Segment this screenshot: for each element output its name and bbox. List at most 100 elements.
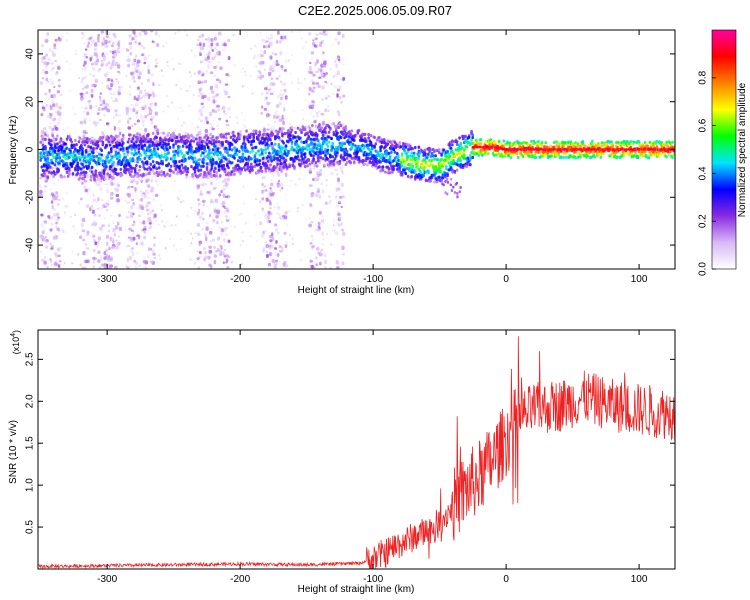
spectrogram-cell [81, 182, 84, 186]
spectrogram-cell [133, 105, 136, 108]
spectrogram-cell [331, 141, 334, 145]
spectrogram-cell [143, 100, 146, 104]
spectrogram-cell [113, 265, 118, 269]
spectrogram-cell [64, 157, 68, 161]
spectrogram-cell [143, 156, 147, 161]
spectrogram-cell [338, 161, 342, 165]
spectrogram-cell [58, 116, 62, 122]
spectrogram-cell [455, 142, 459, 146]
spectrogram-cell [341, 170, 344, 173]
spectrogram-cell [400, 152, 404, 156]
spectrogram-cell [203, 79, 208, 84]
spectrogram-cell [466, 156, 470, 160]
spectrogram-cell [321, 133, 325, 137]
spectrogram-cell [202, 42, 206, 48]
spectrogram-cell [52, 136, 56, 140]
spectrogram-cell [451, 143, 454, 147]
spectrogram-cell [99, 257, 103, 261]
spectrogram-cell [341, 228, 345, 232]
spectrogram-cell [340, 205, 343, 209]
spectrogram-cell [338, 217, 342, 220]
spectrogram-cell [53, 262, 58, 267]
spectrogram-cell [117, 243, 121, 247]
spectrogram-cell [140, 179, 143, 184]
spectrogram-cell [43, 56, 46, 59]
spectrogram-cell [220, 135, 223, 139]
spectrogram-cell [58, 156, 62, 160]
spectrogram-cell [443, 175, 447, 179]
spectrogram-cell [293, 148, 296, 152]
spectrogram-cell [208, 177, 211, 180]
spectrogram-cell [199, 189, 203, 195]
spectrogram-cell [337, 187, 341, 191]
spectrogram-cell [239, 244, 242, 247]
spectrogram-cell [176, 196, 179, 199]
spectrogram-cell [308, 150, 312, 154]
spectrogram-cell [88, 160, 92, 165]
spectrogram-cell [325, 71, 328, 75]
spectrogram-cell [57, 84, 61, 88]
spectrogram-cell [157, 166, 161, 170]
spectrogram-cell [148, 54, 151, 57]
spectrogram-cell [172, 150, 175, 154]
spectrogram-cell [212, 218, 216, 223]
spectrogram-cell [217, 164, 221, 168]
spectrogram-cell [318, 76, 322, 79]
spectrogram-cell [104, 183, 109, 186]
spectrogram-cell [134, 94, 137, 98]
spectrogram-cell [97, 36, 100, 41]
spectrogram-cell [214, 207, 217, 210]
spectrogram-cell [133, 148, 137, 152]
spectrogram-cell [77, 140, 81, 144]
spectrogram-cell [308, 86, 312, 92]
spectrogram-cell [473, 141, 477, 145]
spectrogram-cell [210, 38, 214, 42]
spectrogram-cell [95, 200, 98, 204]
spectrogram-cell [339, 166, 344, 171]
spectrogram-cell [303, 78, 306, 82]
spectrogram-cell [111, 182, 115, 186]
spectrogram-cell [203, 260, 206, 263]
spectrogram-cell [105, 109, 108, 113]
spectrogram-cell [150, 186, 155, 190]
spectrogram-cell [294, 183, 297, 186]
spectrogram-cell [160, 154, 163, 159]
spectrogram-cell [163, 225, 166, 228]
spectrogram-cell [175, 248, 178, 252]
spectrogram-cell [225, 119, 229, 123]
spectrogram-cell [161, 159, 165, 164]
spectrogram-cell [41, 140, 45, 145]
spectrogram-cell [267, 151, 271, 155]
spectrogram-cell [50, 69, 53, 72]
spectrogram-cell [321, 151, 325, 155]
spectrogram-cell [156, 261, 159, 264]
spectrogram-cell [138, 264, 141, 268]
spectrogram-cell [173, 105, 176, 109]
spectrogram-cell [81, 94, 85, 98]
spectrogram-cell [43, 61, 47, 66]
spectrogram-cell [311, 235, 314, 238]
spectrogram-cell [51, 222, 54, 226]
spectrogram-cell [104, 44, 109, 49]
spectrogram-cell [42, 229, 46, 234]
spectrogram-cell [125, 47, 128, 51]
spectrogram-cell [103, 56, 106, 60]
spectrogram-cell [170, 101, 173, 104]
spectrogram-cell [308, 126, 312, 131]
spectrogram-cell [44, 137, 47, 141]
spectrogram-cell [463, 153, 466, 157]
spectrogram-cell [81, 147, 84, 151]
spectrogram-cell [366, 163, 369, 167]
spectrogram-cell [226, 150, 229, 154]
spectrogram-cell [214, 99, 218, 103]
spectrogram-cell [210, 90, 215, 94]
spectrogram-cell [49, 188, 52, 191]
spectrogram-cell [178, 160, 181, 164]
spectrogram-cell [227, 239, 231, 244]
spectrogram-cell [223, 184, 226, 187]
spectrogram-cell [52, 106, 55, 110]
spectrogram-cell [140, 96, 143, 100]
spectrogram-cell [270, 182, 274, 187]
spectrogram-cell [101, 131, 105, 136]
spectrogram-cell [226, 209, 230, 214]
